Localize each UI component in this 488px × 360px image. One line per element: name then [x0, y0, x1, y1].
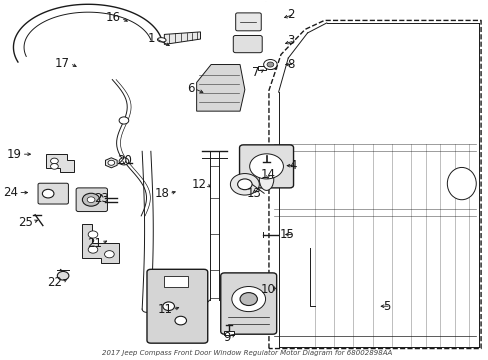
Text: 7: 7: [251, 66, 259, 79]
Ellipse shape: [447, 167, 475, 200]
Text: 10: 10: [260, 283, 275, 296]
Bar: [163, 276, 187, 287]
Circle shape: [266, 62, 273, 67]
Text: 9: 9: [223, 330, 230, 343]
Text: 18: 18: [154, 187, 169, 200]
Text: 22: 22: [46, 276, 61, 289]
Circle shape: [119, 158, 128, 165]
Text: 2: 2: [286, 8, 294, 21]
Text: 15: 15: [279, 228, 294, 241]
Polygon shape: [81, 225, 119, 263]
Text: 16: 16: [106, 12, 121, 24]
Circle shape: [237, 179, 252, 190]
FancyBboxPatch shape: [235, 13, 261, 31]
Circle shape: [50, 163, 58, 169]
Ellipse shape: [259, 168, 273, 190]
Text: 5: 5: [383, 300, 390, 313]
Text: 3: 3: [286, 34, 294, 48]
FancyBboxPatch shape: [76, 188, 107, 212]
Text: 4: 4: [289, 159, 296, 172]
Circle shape: [231, 287, 265, 312]
Text: 6: 6: [186, 82, 194, 95]
Circle shape: [57, 271, 69, 280]
Circle shape: [88, 231, 98, 238]
Text: 13: 13: [246, 187, 262, 200]
Circle shape: [108, 160, 115, 165]
Text: 8: 8: [286, 58, 294, 71]
Text: 17: 17: [55, 57, 70, 70]
Text: 23: 23: [94, 192, 109, 205]
Text: 21: 21: [86, 237, 102, 250]
Polygon shape: [164, 32, 200, 44]
Circle shape: [87, 197, 95, 203]
Circle shape: [104, 251, 114, 258]
Circle shape: [42, 189, 54, 198]
Bar: [257, 66, 265, 70]
Circle shape: [263, 59, 277, 69]
Circle shape: [50, 158, 58, 164]
Circle shape: [240, 293, 257, 306]
Text: 19: 19: [7, 148, 21, 161]
Circle shape: [163, 302, 174, 311]
Circle shape: [175, 316, 186, 325]
Text: 24: 24: [3, 186, 18, 199]
Text: 12: 12: [191, 178, 206, 191]
Polygon shape: [105, 158, 117, 168]
Text: 1: 1: [148, 32, 155, 45]
FancyBboxPatch shape: [239, 145, 293, 188]
Text: 2017 Jeep Compass Front Door Window Regulator Motor Diagram for 68002898AA: 2017 Jeep Compass Front Door Window Regu…: [102, 350, 391, 356]
Ellipse shape: [157, 38, 166, 42]
Bar: [224, 331, 233, 335]
Circle shape: [249, 154, 283, 179]
FancyBboxPatch shape: [220, 273, 276, 334]
Circle shape: [230, 174, 259, 195]
Polygon shape: [46, 154, 74, 172]
Text: 25: 25: [18, 216, 33, 229]
Circle shape: [119, 117, 128, 124]
Text: 14: 14: [260, 168, 275, 181]
FancyBboxPatch shape: [147, 269, 207, 343]
Polygon shape: [196, 64, 244, 111]
Text: 11: 11: [157, 303, 172, 316]
FancyBboxPatch shape: [233, 36, 262, 53]
Circle shape: [88, 246, 98, 253]
Circle shape: [82, 193, 100, 206]
FancyBboxPatch shape: [38, 183, 68, 204]
Text: 20: 20: [117, 154, 131, 167]
